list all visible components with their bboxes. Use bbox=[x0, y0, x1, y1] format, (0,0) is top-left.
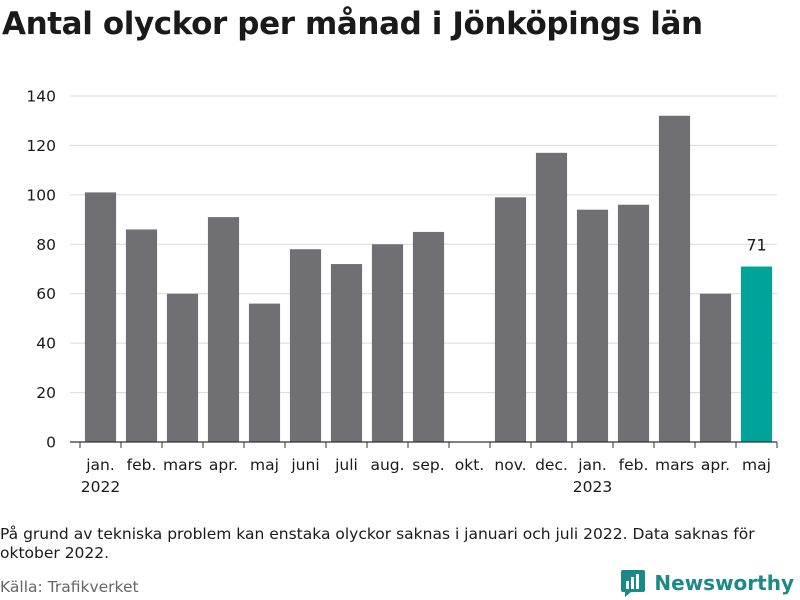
bar bbox=[740, 266, 773, 442]
bar bbox=[166, 293, 199, 442]
x-tick-label: okt. bbox=[455, 456, 484, 474]
bar bbox=[330, 264, 363, 442]
data-labels: 71 bbox=[746, 236, 766, 255]
x-tick-label: jan. bbox=[577, 456, 607, 474]
y-tick-label: 140 bbox=[26, 88, 56, 106]
x-tick-label: juni bbox=[290, 456, 319, 474]
data-label: 71 bbox=[746, 236, 766, 255]
bar bbox=[535, 152, 568, 442]
x-tick-label: maj bbox=[742, 456, 771, 474]
x-tick-label: mars bbox=[163, 456, 202, 474]
y-tick-label: 60 bbox=[36, 285, 56, 303]
x-tick-label: sep. bbox=[412, 456, 444, 474]
bar bbox=[412, 231, 445, 442]
x-tick-label: dec. bbox=[535, 456, 568, 474]
bar bbox=[289, 249, 322, 442]
x-axis bbox=[70, 441, 778, 448]
bar bbox=[125, 229, 158, 442]
y-tick-label: 0 bbox=[46, 434, 56, 452]
x-tick-label: apr. bbox=[701, 456, 730, 474]
bar bbox=[658, 115, 691, 442]
bar bbox=[207, 217, 240, 442]
x-tick-label: feb. bbox=[127, 456, 157, 474]
y-axis: 0 20 40 60 80 100 120 140 bbox=[26, 88, 56, 452]
y-tick-label: 80 bbox=[36, 236, 56, 254]
x-tick-label: feb. bbox=[619, 456, 649, 474]
bar bbox=[699, 293, 732, 442]
x-tick-label: nov. bbox=[494, 456, 526, 474]
bar bbox=[248, 303, 281, 442]
x-tick-label: maj bbox=[250, 456, 279, 474]
bar bbox=[576, 209, 609, 442]
brand-name: Newsworthy bbox=[654, 571, 794, 595]
bar bbox=[494, 197, 527, 442]
x-tick-label: juli bbox=[334, 456, 358, 474]
y-tick-label: 100 bbox=[26, 186, 56, 204]
y-tick-label: 20 bbox=[36, 384, 56, 402]
bar bbox=[617, 204, 650, 442]
chart-title: Antal olyckor per månad i Jönköpings län bbox=[2, 6, 703, 42]
footnote: På grund av tekniska problem kan enstaka… bbox=[0, 525, 755, 562]
bars bbox=[84, 115, 773, 442]
x-tick-label: apr. bbox=[209, 456, 238, 474]
y-tick-label: 120 bbox=[26, 137, 56, 155]
source-credit: Källa: Trafikverket bbox=[0, 578, 139, 596]
x-tick-label: jan. bbox=[85, 456, 115, 474]
bar bbox=[84, 192, 117, 442]
x-tick-label: mars bbox=[655, 456, 694, 474]
bar bbox=[371, 244, 404, 442]
x-tick-labels: jan. feb. mars apr. maj juni juli aug. sep. okt. n… bbox=[81, 456, 771, 496]
x-tick-label: aug. bbox=[370, 456, 404, 474]
bar-chart-logo-icon bbox=[621, 570, 646, 597]
y-tick-label: 40 bbox=[36, 335, 56, 353]
brand-logo: Newsworthy bbox=[620, 568, 794, 598]
year-label: 2023 bbox=[573, 478, 612, 496]
year-label: 2022 bbox=[81, 478, 120, 496]
